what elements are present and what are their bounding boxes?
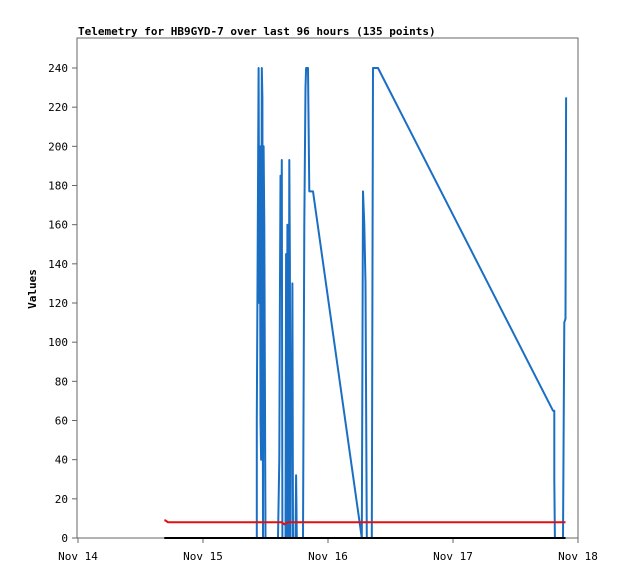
y-axis-ticks: 0 20 40 60 80 100 120 140 160 180 200 220 240 [48, 62, 77, 545]
y-tick-label: 160 [48, 219, 68, 232]
y-tick-label: 60 [55, 415, 68, 428]
y-tick-label: 80 [55, 375, 68, 388]
series-layer [164, 67, 568, 539]
y-tick-label: 20 [55, 493, 68, 506]
x-axis-ticks: Nov 14 Nov 15 Nov 16 Nov 17 Nov 18 [58, 538, 598, 563]
y-axis-label: Values [26, 269, 39, 309]
y-tick-label: 120 [48, 297, 68, 310]
y-tick-label: 180 [48, 180, 68, 193]
chart-title: Telemetry for HB9GYD-7 over last 96 hour… [78, 25, 436, 38]
y-tick-label: 40 [55, 454, 68, 467]
x-tick-label: Nov 18 [558, 550, 598, 563]
x-tick-label: Nov 16 [308, 550, 348, 563]
x-tick-label: Nov 15 [183, 550, 223, 563]
y-tick-label: 0 [61, 532, 68, 545]
x-tick-label: Nov 14 [58, 550, 98, 563]
y-tick-label: 140 [48, 258, 68, 271]
y-tick-label: 240 [48, 62, 68, 75]
y-tick-label: 200 [48, 140, 68, 153]
y-tick-label: 220 [48, 101, 68, 114]
y-tick-label: 100 [48, 336, 68, 349]
x-tick-label: Nov 17 [433, 550, 473, 563]
series-line-2 [164, 519, 566, 526]
